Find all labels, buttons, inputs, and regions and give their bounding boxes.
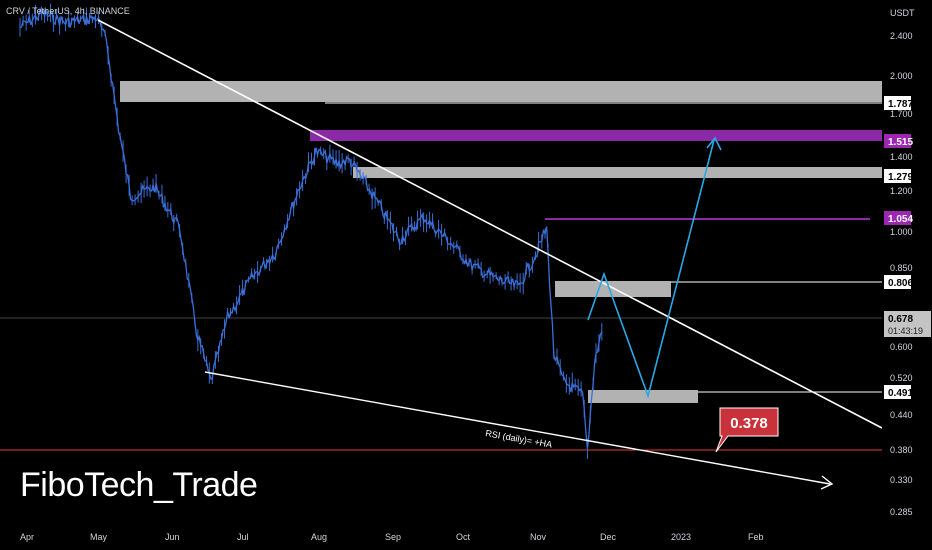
lower-wedge-line bbox=[204, 371, 831, 485]
svg-text:1.787: 1.787 bbox=[888, 99, 913, 110]
currency-label: USDT bbox=[890, 8, 915, 18]
zone-0806 bbox=[555, 281, 671, 297]
y-tick: 1.000 bbox=[890, 227, 913, 237]
svg-text:0.806: 0.806 bbox=[888, 278, 913, 289]
x-tick: Feb bbox=[748, 532, 764, 542]
y-tick: 0.330 bbox=[890, 475, 913, 485]
current-price-label: 0.678 01:43:19 bbox=[884, 311, 931, 337]
y-tick: 0.850 bbox=[890, 263, 913, 273]
x-tick: Jul bbox=[237, 532, 249, 542]
x-tick: Dec bbox=[600, 532, 617, 542]
x-tick: Jun bbox=[165, 532, 180, 542]
zone-1515 bbox=[310, 130, 882, 141]
svg-text:1.515: 1.515 bbox=[888, 137, 913, 148]
wedge-arrow-head bbox=[820, 475, 834, 490]
zone-0491 bbox=[588, 390, 698, 403]
x-tick: Nov bbox=[530, 532, 547, 542]
callout-0378-label: 0.378 bbox=[730, 415, 768, 432]
x-tick: Oct bbox=[456, 532, 471, 542]
x-tick: Apr bbox=[20, 532, 34, 542]
x-tick: Sep bbox=[385, 532, 401, 542]
descending-trendline bbox=[97, 19, 883, 429]
candle-wicks bbox=[19, 3, 603, 460]
svg-text:1.054: 1.054 bbox=[888, 214, 913, 225]
zone-1787 bbox=[120, 81, 882, 102]
y-tick: 1.200 bbox=[890, 186, 913, 196]
svg-text:1.279: 1.279 bbox=[888, 172, 913, 183]
brand-watermark: FiboTech_Trade bbox=[20, 466, 258, 504]
y-tick: 2.000 bbox=[890, 71, 913, 81]
price-label-1054: 1.054 bbox=[884, 211, 913, 225]
countdown-timer: 01:43:19 bbox=[888, 326, 923, 336]
price-label-1279: 1.279 bbox=[884, 169, 913, 183]
y-tick: 0.600 bbox=[890, 342, 913, 352]
symbol-header: CRV / TetherUS, 4h, BINANCE bbox=[6, 6, 130, 16]
x-tick: 2023 bbox=[671, 532, 691, 542]
svg-text:0.491: 0.491 bbox=[888, 388, 913, 399]
x-tick: Aug bbox=[311, 532, 327, 542]
y-tick: 0.520 bbox=[890, 373, 913, 383]
y-tick: 1.700 bbox=[890, 109, 913, 119]
projection-arrow-head bbox=[706, 136, 722, 151]
y-tick: 0.380 bbox=[890, 445, 913, 455]
callout-0378: 0.378 bbox=[715, 407, 779, 453]
price-label-0491: 0.491 bbox=[884, 385, 913, 399]
y-tick: 0.285 bbox=[890, 507, 913, 517]
current-price-value: 0.678 bbox=[888, 314, 913, 325]
projection-path bbox=[587, 139, 715, 399]
price-label-1787: 1.787 bbox=[884, 96, 913, 110]
zone-1279 bbox=[353, 167, 882, 178]
y-tick: 1.400 bbox=[890, 152, 913, 162]
y-tick: 2.400 bbox=[890, 31, 913, 41]
x-tick: May bbox=[90, 532, 108, 542]
price-label-0806: 0.806 bbox=[884, 275, 913, 289]
price-label-1515: 1.515 bbox=[884, 134, 913, 148]
y-tick: 0.440 bbox=[890, 410, 913, 420]
